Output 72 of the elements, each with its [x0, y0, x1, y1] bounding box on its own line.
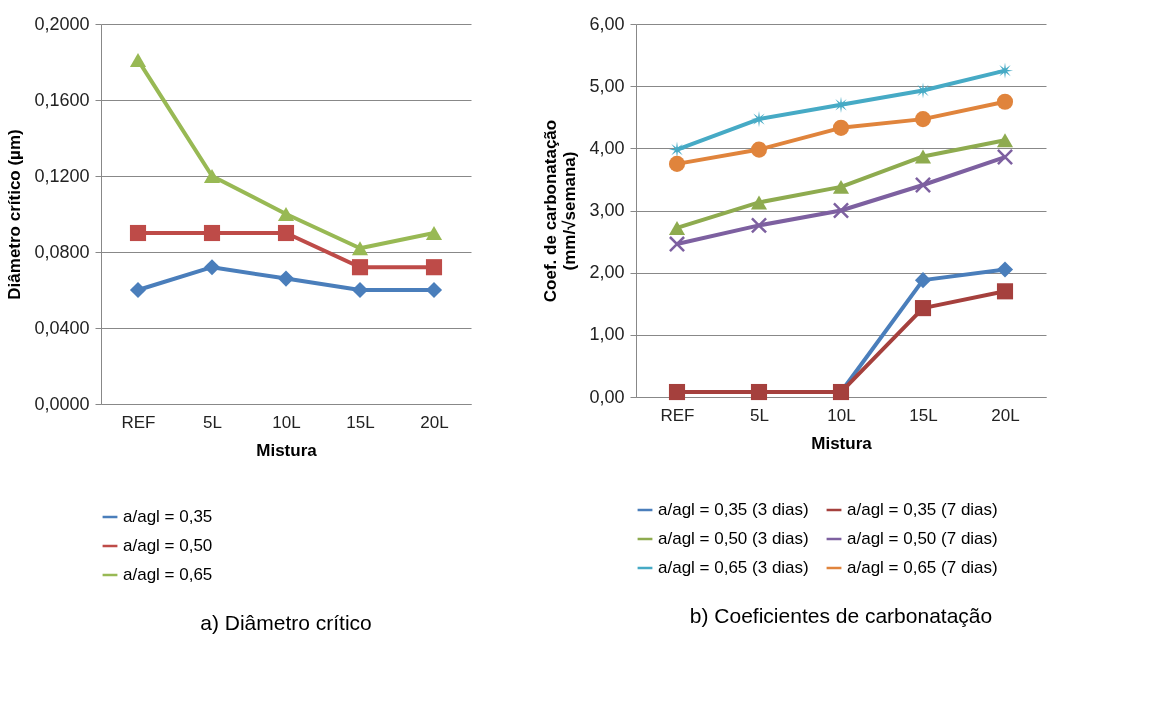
x-tick-label: REF — [121, 412, 156, 432]
y-tick-label: 0,0800 — [34, 241, 90, 262]
legend-label: a/agl = 0,50 (3 dias) — [658, 529, 809, 548]
point — [750, 141, 768, 158]
x-tick-label: REF — [660, 405, 695, 425]
x-axis-title: Mistura — [256, 440, 318, 460]
y-tick-label: 0,0000 — [34, 393, 90, 414]
x-tick-label: 15L — [909, 405, 938, 425]
point — [914, 272, 932, 289]
y-axis-title: Diâmetro crítico (µm) — [5, 129, 25, 300]
legend-label: a/agl = 0,65 (7 dias) — [847, 558, 998, 577]
text: b) Coeficientes de carbonatação — [689, 604, 993, 627]
x-tick-label: 20L — [991, 405, 1020, 425]
point — [750, 217, 768, 234]
y-tick-label: 6,00 — [589, 13, 625, 34]
point — [914, 176, 932, 194]
y-tick-label: 0,1600 — [34, 89, 90, 110]
point — [129, 224, 147, 242]
point — [996, 148, 1014, 166]
point — [832, 202, 850, 219]
legend-label: a/agl = 0,50 — [123, 536, 213, 555]
legend-label: a/agl = 0,50 (7 dias) — [847, 529, 998, 548]
point — [668, 220, 686, 235]
point — [914, 149, 932, 164]
y-tick-label: 0,1200 — [34, 165, 90, 186]
legend-label: a/agl = 0,35 — [123, 507, 213, 526]
y-tick-label: 4,00 — [589, 137, 625, 158]
point — [996, 261, 1014, 278]
point — [203, 259, 221, 276]
point — [668, 155, 686, 172]
y-axis-title: Coef. de carbonatação (mm/√semana) — [541, 119, 580, 303]
legend-label: a/agl = 0,35 (3 dias) — [658, 500, 809, 519]
x-tick-label: 10L — [272, 412, 301, 432]
legend-label: a/agl = 0,35 (7 dias) — [847, 500, 998, 519]
y-tick-label: 0,2000 — [34, 13, 90, 34]
x-tick-label: 5L — [750, 405, 769, 425]
legend-label: a/agl = 0,65 (3 dias) — [658, 558, 809, 577]
point — [832, 119, 850, 136]
y-tick-label: 2,00 — [589, 262, 625, 283]
point — [425, 226, 443, 240]
point — [996, 283, 1014, 300]
x-axis-title: Mistura — [811, 433, 873, 453]
point — [203, 224, 221, 242]
point — [277, 224, 295, 242]
point — [914, 300, 932, 317]
y-tick-label: 5,00 — [589, 75, 625, 96]
y-tick-label: 0,0400 — [34, 317, 90, 338]
x-tick-label: 15L — [346, 412, 375, 432]
point — [668, 235, 686, 253]
point — [668, 383, 686, 401]
point — [750, 383, 768, 401]
text: a) Diâmetro crítico — [200, 611, 372, 634]
y-tick-label: 1,00 — [589, 324, 625, 345]
point — [129, 281, 147, 299]
x-tick-label: 20L — [420, 412, 449, 432]
point — [129, 53, 147, 68]
point — [277, 207, 295, 221]
point — [832, 179, 850, 194]
point — [277, 270, 295, 287]
point — [996, 133, 1014, 148]
y-tick-label: 0,00 — [589, 386, 625, 407]
point — [425, 259, 443, 276]
legend-label: a/agl = 0,65 — [123, 565, 213, 584]
point — [351, 241, 369, 256]
x-tick-label: 5L — [203, 412, 222, 432]
point — [203, 169, 221, 183]
x-tick-label: 10L — [827, 405, 856, 425]
point — [750, 195, 768, 210]
point — [996, 93, 1014, 110]
point — [914, 111, 932, 128]
y-tick-label: 3,00 — [589, 200, 625, 220]
point — [351, 259, 369, 276]
